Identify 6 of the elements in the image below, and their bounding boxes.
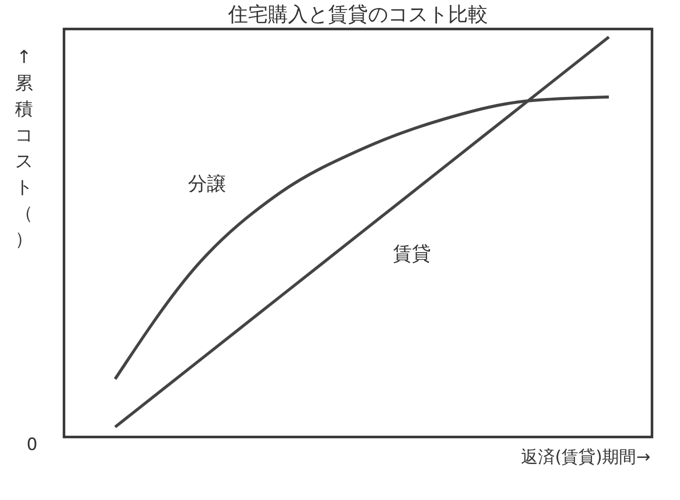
y-axis-title: ↑累積コスト（） bbox=[15, 47, 33, 250]
x-axis-title: 返済(賃貸)期間→ bbox=[520, 448, 650, 468]
text: 0 bbox=[26, 435, 38, 455]
chart-title: 住宅購入と賃貸のコスト比較 bbox=[227, 2, 488, 26]
series-label: 賃貸 bbox=[393, 243, 431, 265]
series-label: 分譲 bbox=[188, 173, 226, 195]
